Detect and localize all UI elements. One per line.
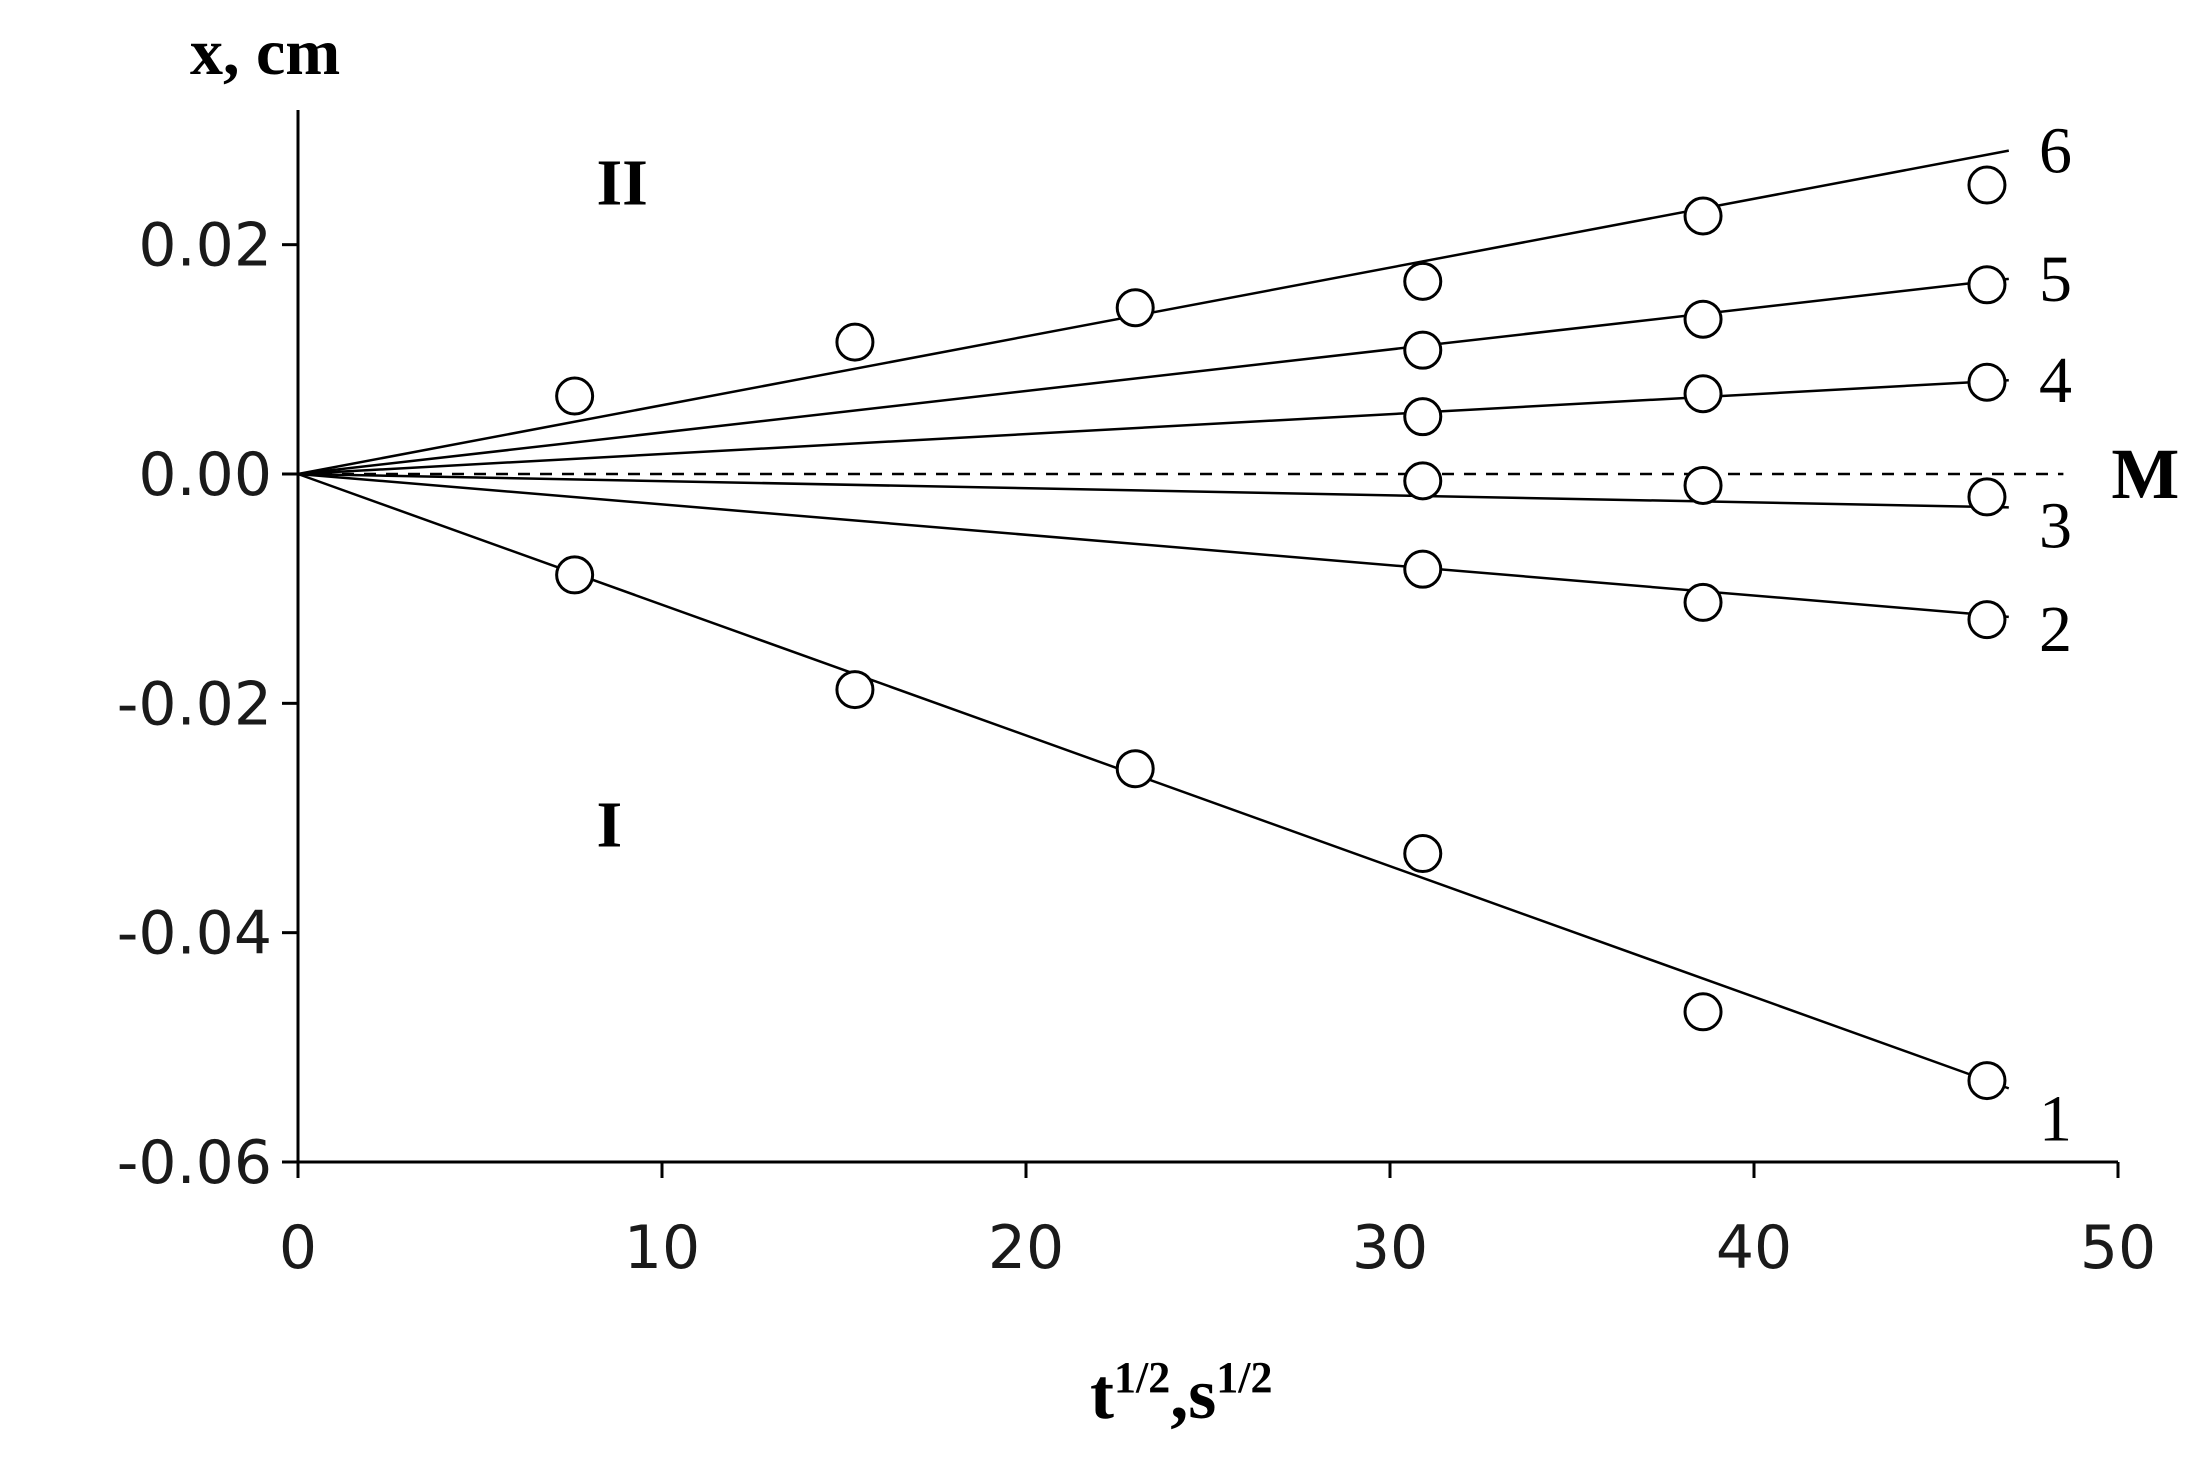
- data-point-series-1: [1683, 992, 1723, 1032]
- y-tick-label: -0.06: [117, 1128, 272, 1198]
- data-point-series-6: [1115, 288, 1155, 328]
- reference-label-m: M: [2111, 434, 2179, 514]
- x-axis-label-base1: t: [1090, 1354, 1114, 1434]
- series-label-5: 5: [2039, 243, 2072, 316]
- fit-line-series-2: [297, 472, 2009, 619]
- data-point-series-1: [555, 555, 595, 595]
- data-point-series-6: [835, 322, 875, 362]
- series-label-3: 3: [2039, 489, 2072, 562]
- x-tick-label: 0: [279, 1213, 317, 1283]
- fit-lines: [297, 149, 2010, 1090]
- x-tick-label: 40: [1716, 1213, 1792, 1283]
- fit-line-series-3: [297, 472, 2009, 509]
- region-label: II: [596, 147, 647, 220]
- data-point-series-2: [1967, 600, 2007, 640]
- data-point-series-1: [1967, 1061, 2007, 1101]
- data-point-series-4: [1683, 374, 1723, 414]
- y-tick-label: -0.02: [117, 669, 272, 739]
- data-point-series-3: [1683, 465, 1723, 505]
- y-tick-label: -0.04: [117, 899, 272, 969]
- x-axis-label-sup2: 1/2: [1216, 1353, 1272, 1402]
- data-point-series-6: [1683, 196, 1723, 236]
- series-label-2: 2: [2039, 593, 2072, 666]
- data-point-series-3: [1967, 477, 2007, 517]
- series-label-4: 4: [2039, 344, 2072, 417]
- reference-layer: M: [298, 434, 2179, 514]
- y-tick-label: 0.00: [138, 440, 272, 510]
- series-label-6: 6: [2039, 115, 2072, 188]
- x-tick-label: 20: [988, 1213, 1064, 1283]
- x-tick-label: 10: [624, 1213, 700, 1283]
- data-point-series-1: [835, 670, 875, 710]
- series-label-1: 1: [2039, 1082, 2072, 1155]
- x-axis-label-sep: ,: [1170, 1354, 1188, 1434]
- x-tick-label: 50: [2080, 1213, 2156, 1283]
- data-point-series-1: [1403, 834, 1443, 874]
- data-points: [555, 165, 2007, 1101]
- data-point-series-4: [1403, 397, 1443, 437]
- data-point-series-1: [1115, 749, 1155, 789]
- x-axis-label-sup1: 1/2: [1114, 1353, 1170, 1402]
- data-point-series-2: [1683, 582, 1723, 622]
- data-point-series-3: [1403, 461, 1443, 501]
- region-label: I: [596, 789, 622, 862]
- data-point-series-6: [1967, 165, 2007, 205]
- data-point-series-2: [1403, 549, 1443, 589]
- fit-line-series-1: [297, 472, 2010, 1090]
- fit-line-series-5: [297, 277, 2009, 476]
- x-tick-label: 30: [1352, 1213, 1428, 1283]
- x-axis-label: t1/2,s1/2: [1090, 1353, 1272, 1434]
- axes: 0.02 0.00 -0.02 -0.04 -0.060 10 20 30 40 50: [117, 110, 2156, 1283]
- data-point-series-4: [1967, 362, 2007, 402]
- data-point-series-6: [555, 376, 595, 416]
- x-axis-label-base2: s: [1188, 1354, 1216, 1434]
- y-axis-label: x, cm: [190, 16, 340, 89]
- fit-line-series-4: [297, 378, 2009, 476]
- data-point-series-5: [1683, 299, 1723, 339]
- data-point-series-5: [1967, 265, 2007, 305]
- y-tick-label: 0.02: [138, 211, 272, 281]
- data-point-series-6: [1403, 261, 1443, 301]
- data-point-series-5: [1403, 330, 1443, 370]
